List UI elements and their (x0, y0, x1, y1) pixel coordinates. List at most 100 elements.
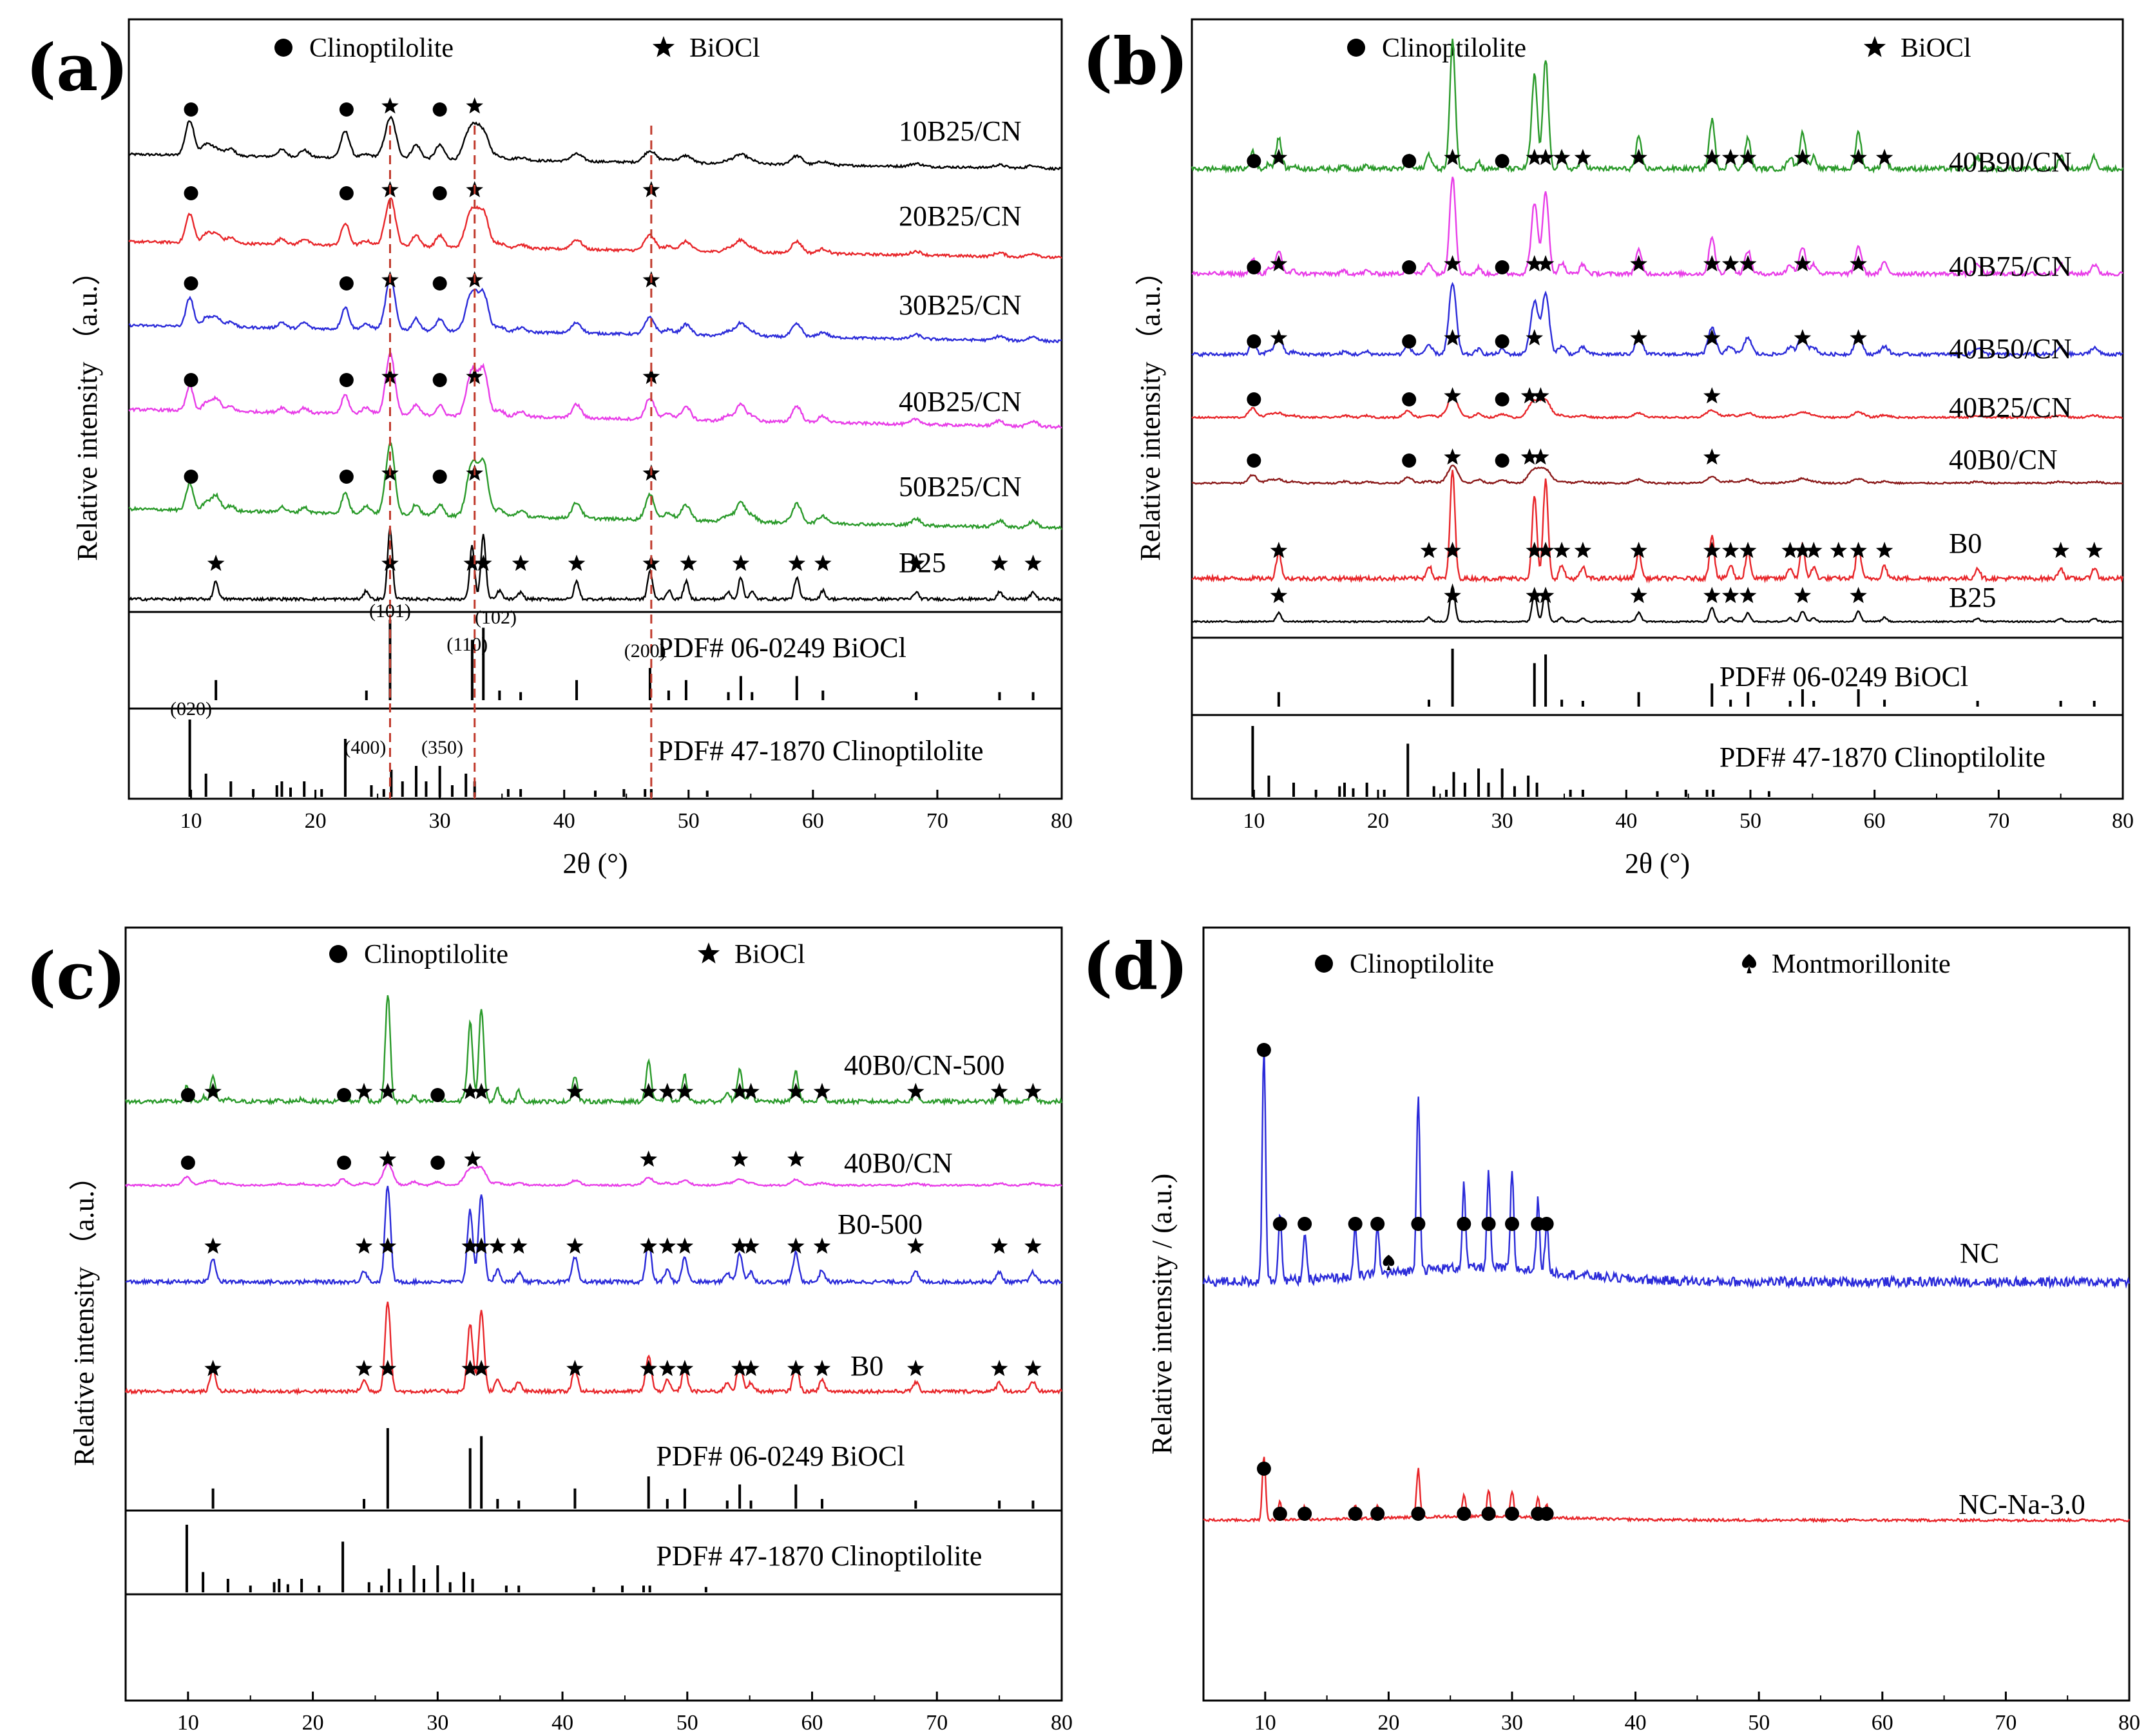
clinoptilolite-marker (184, 373, 198, 387)
biocl-marker (472, 1083, 490, 1100)
legend-label-biocl: BiOCl (689, 33, 760, 63)
clinoptilolite-marker (339, 186, 354, 200)
biocl-marker (204, 1237, 222, 1254)
biocl-marker (1532, 387, 1549, 404)
biocl-marker (813, 1083, 831, 1100)
x-tick-label: 50 (676, 1711, 698, 1735)
clinoptilolite-reference-label: PDF# 47-1870 Clinoptilolite (1720, 741, 2045, 773)
x-tick-label: 70 (926, 1711, 948, 1735)
biocl-marker (381, 368, 399, 385)
biocl-marker (1574, 149, 1592, 166)
clinoptilolite-marker (432, 102, 447, 117)
y-axis-label: Relative intensity （a.u.） (68, 1162, 100, 1466)
x-tick-label: 10 (180, 809, 202, 833)
biocl-marker (813, 1360, 831, 1377)
biocl-marker (1875, 149, 1893, 166)
hkl-label: (102) (475, 607, 517, 628)
series-line-5 (1191, 470, 2124, 584)
clinoptilolite-marker (337, 1156, 352, 1170)
biocl-marker (990, 1360, 1008, 1377)
biocl-marker (204, 1083, 222, 1100)
legend-label-biocl: BiOCl (1901, 33, 1971, 63)
clinoptilolite-reference-label: PDF# 47-1870 Clinoptilolite (656, 1540, 982, 1572)
biocl-marker (1794, 149, 1812, 166)
clinoptilolite-marker (1402, 392, 1417, 406)
clinoptilolite-marker (1495, 392, 1509, 406)
x-tick-label: 70 (926, 809, 948, 833)
biocl-marker (1794, 542, 1812, 558)
clinoptilolite-marker (1348, 1217, 1363, 1231)
series-label: 40B25/CN (1949, 392, 2072, 423)
clinoptilolite-marker (184, 102, 198, 117)
panel-label: (c) (26, 938, 126, 1014)
biocl-marker (787, 1360, 805, 1377)
clinoptilolite-marker (1495, 334, 1509, 348)
series-label: 50B25/CN (899, 471, 1022, 502)
y-axis-label: Relative intensity （a.u.） (72, 257, 103, 561)
biocl-marker (907, 1083, 925, 1100)
x-tick-label: 30 (426, 1711, 448, 1735)
biocl-marker (379, 1150, 397, 1167)
biocl-marker (732, 555, 750, 571)
panel-label: (d) (1082, 928, 1189, 1004)
series-line-3 (1191, 396, 2123, 420)
x-tick-label: 50 (678, 809, 700, 833)
x-tick-label: 70 (1988, 809, 2009, 833)
clinoptilolite-marker (1272, 1217, 1287, 1231)
biocl-marker (1526, 255, 1544, 272)
biocl-reference-label: PDF# 06-0249 BiOCl (656, 1440, 905, 1472)
series-line-0 (124, 995, 1063, 1107)
series-line-2 (125, 1185, 1062, 1287)
clinoptilolite-marker (1370, 1217, 1385, 1231)
x-tick-label: 40 (553, 809, 575, 833)
biocl-marker (1520, 448, 1538, 465)
biocl-marker (1444, 255, 1461, 272)
biocl-marker (1526, 587, 1544, 604)
biocl-marker (1703, 329, 1721, 346)
biocl-marker (731, 1360, 749, 1377)
biocl-marker (381, 97, 399, 114)
clinoptilolite-marker (1505, 1217, 1519, 1231)
legend-label-biocl: BiOCl (734, 940, 805, 969)
clinoptilolite-marker (430, 1088, 445, 1102)
biocl-marker (1537, 255, 1555, 272)
biocl-marker (207, 555, 225, 571)
series-label: 40B75/CN (1949, 251, 2072, 282)
x-tick-label: 40 (1625, 1711, 1647, 1735)
series-line-3 (124, 1301, 1063, 1396)
clinoptilolite-marker (1298, 1217, 1312, 1231)
clinoptilolite-marker (1402, 334, 1417, 348)
biocl-marker (1024, 1083, 1042, 1100)
biocl-marker (1270, 149, 1288, 166)
clinoptilolite-marker (339, 373, 354, 387)
biocl-marker (1794, 255, 1812, 272)
biocl-marker (640, 1083, 658, 1100)
x-tick-label: 20 (1377, 1711, 1399, 1735)
biocl-marker (472, 1237, 490, 1254)
clinoptilolite-marker (1495, 260, 1509, 274)
x-tick-label: 80 (2118, 1711, 2140, 1735)
clinoptilolite-marker (184, 186, 198, 200)
biocl-marker (1703, 387, 1721, 404)
biocl-marker (1850, 542, 1867, 558)
biocl-marker (1850, 329, 1867, 346)
biocl-marker (2052, 542, 2069, 558)
reference-patterns (1251, 649, 2096, 797)
biocl-marker (1721, 587, 1739, 604)
hkl-label: (101) (369, 600, 411, 622)
legend-label-montmorillonite: Montmorillonite (1772, 949, 1951, 979)
series-label: 10B25/CN (899, 115, 1022, 147)
biocl-reference-label: PDF# 06-0249 BiOCl (658, 632, 906, 663)
biocl-marker (1830, 542, 1848, 558)
series-line-1 (128, 197, 1062, 260)
biocl-marker (640, 1237, 658, 1254)
series-line-4 (128, 441, 1063, 530)
biocl-marker (1526, 149, 1544, 166)
chart-panel-3: (d) Clinoptilolite Montmorillonite 10 20 30 40… (1082, 926, 2140, 1735)
series-label: 40B0/CN (1949, 444, 2058, 475)
biocl-marker (640, 1150, 658, 1167)
biocl-marker (566, 1083, 584, 1100)
biocl-marker (1444, 448, 1461, 465)
